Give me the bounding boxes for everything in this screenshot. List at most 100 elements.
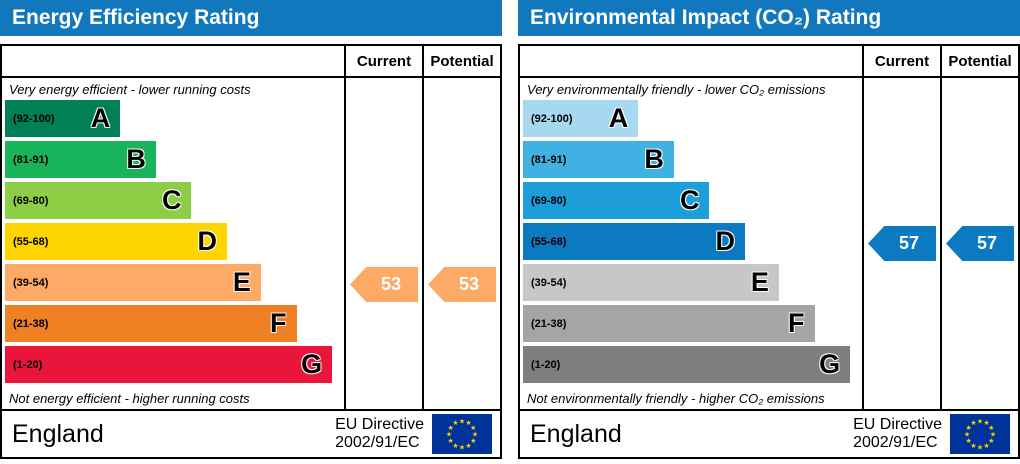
current-column-header: Current [344, 46, 422, 76]
svg-text:★: ★ [990, 431, 996, 439]
svg-text:★: ★ [970, 419, 976, 427]
band-letter: G [819, 349, 841, 379]
band-e: (39-54) E [523, 264, 779, 301]
band-letter: D [197, 226, 218, 256]
band-f: (21-38) F [5, 305, 297, 342]
svg-text:★: ★ [459, 418, 465, 426]
eu-directive-text: EU Directive 2002/91/EC [335, 416, 424, 453]
svg-text:★: ★ [446, 431, 452, 439]
current-column: 53 [344, 78, 422, 409]
band-range: (55-68) [13, 235, 49, 248]
band-d: (55-68) D [5, 223, 228, 260]
band-letter: A [90, 103, 111, 133]
potential-rating-value: 57 [976, 233, 998, 253]
svg-text:★: ★ [459, 444, 465, 452]
band-letter: E [232, 267, 251, 297]
svg-text:★: ★ [983, 442, 989, 450]
current-column-header: Current [862, 46, 940, 76]
svg-text:★: ★ [988, 437, 994, 445]
band-range: (1-20) [531, 358, 561, 371]
band-letter: C [161, 185, 182, 215]
energy-chart-header-row: Current Potential [2, 46, 500, 78]
potential-rating-arrow: 53 [428, 267, 496, 302]
band-a: (92-100) A [523, 100, 639, 137]
band-g: (1-20) G [5, 346, 333, 383]
band-c: (69-80) C [5, 182, 192, 219]
eu-directive-text: EU Directive 2002/91/EC [853, 416, 942, 453]
eu-directive-line1: EU Directive [853, 415, 942, 433]
band-range: (69-80) [13, 194, 49, 207]
band-range: (81-91) [13, 153, 49, 166]
environmental-chart: Current Potential Very environmentally f… [518, 44, 1020, 459]
bottom-note: Not energy efficient - higher running co… [9, 390, 250, 406]
eu-directive-line1: EU Directive [335, 415, 424, 433]
band-range: (39-54) [531, 276, 567, 289]
eu-flag-icon: ★ ★ ★ ★ ★ ★ ★ ★ ★ ★ ★ ★ [950, 414, 1010, 454]
energy-panel-title: Energy Efficiency Rating [0, 0, 502, 36]
svg-text:★: ★ [988, 424, 994, 432]
potential-column-header: Potential [422, 46, 500, 76]
svg-text:★: ★ [452, 442, 458, 450]
potential-column: 53 [422, 78, 500, 409]
band-letter: D [715, 226, 736, 256]
current-rating-arrow: 57 [868, 226, 936, 261]
region-label: England [12, 419, 104, 448]
band-range: (92-100) [13, 112, 55, 125]
band-a: (92-100) A [5, 100, 121, 137]
band-b: (81-91) B [5, 141, 156, 178]
eu-flag-stars: ★ ★ ★ ★ ★ ★ ★ ★ ★ ★ ★ ★ [446, 418, 478, 452]
svg-text:★: ★ [470, 437, 476, 445]
top-note: Very energy efficient - lower running co… [9, 81, 251, 97]
svg-text:★: ★ [472, 431, 478, 439]
current-rating-arrow: 53 [350, 267, 418, 302]
chart-corner [520, 46, 862, 76]
band-range: (39-54) [13, 276, 49, 289]
band-d: (55-68) D [523, 223, 746, 260]
top-note: Very environmentally friendly - lower CO… [527, 81, 826, 97]
environmental-chart-body: Very environmentally friendly - lower CO… [520, 78, 1018, 409]
energy-chart: Current Potential Very energy efficient … [0, 44, 502, 459]
band-letter: G [301, 349, 323, 379]
band-letter: F [788, 308, 805, 338]
band-letter: B [126, 144, 146, 174]
svg-text:★: ★ [448, 424, 454, 432]
energy-efficiency-panel: Energy Efficiency Rating Current Potenti… [0, 0, 502, 459]
environmental-bands-area: Very environmentally friendly - lower CO… [520, 78, 862, 409]
svg-text:★: ★ [448, 437, 454, 445]
band-b: (81-91) B [523, 141, 674, 178]
energy-chart-footer: England EU Directive 2002/91/EC ★ ★ ★ ★ [2, 409, 500, 457]
band-letter: F [270, 308, 287, 338]
svg-text:★: ★ [465, 419, 471, 427]
environmental-chart-footer: England EU Directive 2002/91/EC ★ ★ ★ ★ [520, 409, 1018, 457]
svg-text:★: ★ [977, 444, 983, 452]
svg-text:★: ★ [977, 418, 983, 426]
eu-flag-field [950, 414, 1010, 454]
eu-flag-stars: ★ ★ ★ ★ ★ ★ ★ ★ ★ ★ ★ ★ [964, 418, 996, 452]
bottom-note: Not environmentally friendly - higher CO… [527, 390, 825, 406]
region-label: England [530, 419, 622, 448]
svg-text:★: ★ [470, 424, 476, 432]
band-f: (21-38) F [523, 305, 815, 342]
band-e: (39-54) E [5, 264, 261, 301]
band-range: (81-91) [531, 153, 567, 166]
svg-text:★: ★ [452, 419, 458, 427]
svg-text:★: ★ [970, 442, 976, 450]
environmental-panel-title: Environmental Impact (CO₂) Rating [518, 0, 1020, 36]
chart-corner [2, 46, 344, 76]
potential-rating-value: 53 [458, 274, 480, 294]
svg-text:★: ★ [964, 431, 970, 439]
potential-rating-arrow: 57 [946, 226, 1014, 261]
eu-flag-icon: ★ ★ ★ ★ ★ ★ ★ ★ ★ ★ ★ ★ [432, 414, 492, 454]
band-range: (1-20) [13, 358, 43, 371]
potential-column-header: Potential [940, 46, 1018, 76]
svg-text:★: ★ [465, 442, 471, 450]
energy-chart-body: Very energy efficient - lower running co… [2, 78, 500, 409]
environmental-impact-panel: Environmental Impact (CO₂) Rating Curren… [518, 0, 1020, 459]
band-range: (55-68) [531, 235, 567, 248]
band-letter: E [750, 267, 769, 297]
current-rating-value: 57 [898, 233, 920, 253]
svg-text:★: ★ [966, 437, 972, 445]
energy-bands-area: Very energy efficient - lower running co… [2, 78, 344, 409]
eu-flag-field [432, 414, 492, 454]
